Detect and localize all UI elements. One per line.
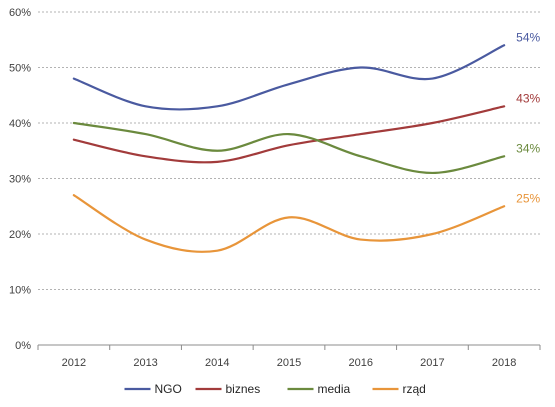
end-value-label: 54%: [516, 30, 540, 44]
series-lines: [72, 44, 506, 253]
y-tick-label: 20%: [9, 229, 31, 241]
y-tick-label: 30%: [9, 174, 31, 186]
y-tick-label: 50%: [9, 63, 31, 75]
legend-label: biznes: [226, 382, 261, 396]
x-tick-label: 2012: [62, 357, 86, 369]
series-line-3: [72, 194, 506, 253]
y-tick-label: 40%: [9, 118, 31, 130]
y-tick-label: 10%: [9, 285, 31, 297]
x-tick-label: 2013: [133, 357, 157, 369]
legend-label: media: [318, 382, 351, 396]
series-line-1: [72, 105, 506, 164]
x-tick-label: 2017: [420, 357, 444, 369]
x-tick-label: 2015: [277, 357, 301, 369]
x-tick-label: 2018: [492, 357, 516, 369]
y-tick-label: 0%: [15, 340, 31, 352]
end-value-label: 43%: [516, 91, 540, 105]
grid-lines: [38, 11, 540, 290]
legend: NGO biznes media rząd: [124, 382, 426, 396]
x-tick-label: 2016: [348, 357, 372, 369]
x-tick-label: 2014: [205, 357, 229, 369]
series-end-labels: 54% 43% 34% 25%: [516, 30, 540, 205]
legend-label: rząd: [403, 382, 426, 396]
y-tick-label: 60%: [9, 7, 31, 19]
x-axis-ticks: 2012 2013 2014 2015 2016 2017 2018: [37, 345, 541, 369]
end-value-label: 34%: [516, 141, 540, 155]
legend-label: NGO: [155, 382, 182, 396]
end-value-label: 25%: [516, 191, 540, 205]
series-line-0: [72, 44, 506, 111]
y-axis-ticks: 0% 10% 20% 30% 40% 50% 60%: [9, 7, 31, 352]
series-line-2: [72, 121, 506, 175]
